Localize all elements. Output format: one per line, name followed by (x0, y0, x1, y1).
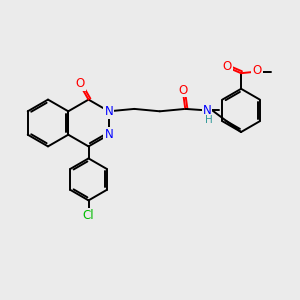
Text: O: O (222, 60, 232, 73)
Text: N: N (104, 105, 113, 118)
Text: H: H (205, 115, 212, 125)
Text: Cl: Cl (83, 209, 94, 222)
Text: O: O (76, 77, 85, 90)
Text: N: N (104, 128, 113, 141)
Text: O: O (178, 83, 188, 97)
Text: N: N (202, 104, 211, 117)
Text: O: O (252, 64, 262, 77)
